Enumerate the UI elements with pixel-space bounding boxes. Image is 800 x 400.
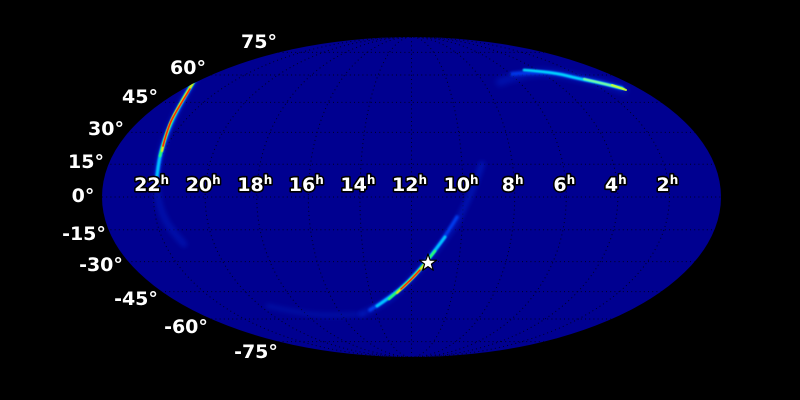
ra-tick-label: 20h — [186, 173, 221, 196]
ra-tick-label: 16h — [289, 173, 324, 196]
ra-tick-label: 8h — [502, 173, 524, 196]
ra-tick-label: 4h — [605, 173, 627, 196]
ra-tick-label: 14h — [340, 173, 375, 196]
dec-tick-label: 15° — [68, 151, 104, 173]
star-marker — [418, 253, 438, 271]
dec-tick-label: -75° — [234, 341, 278, 363]
meridian-line — [307, 37, 516, 357]
ra-tick-label: 12h — [392, 173, 427, 196]
dec-axis-labels: 75° 60° 45° 30° 15° 0° -15° -30° -45° -60° -75° — [60, 29, 279, 364]
ra-tick-label: 2h — [657, 173, 679, 196]
dec-tick-label: 45° — [122, 86, 158, 108]
probability-annulus — [153, 68, 628, 318]
meridian-line — [204, 37, 619, 357]
dec-tick-label: -15° — [62, 223, 106, 245]
annulus-segment-bottom — [400, 269, 421, 290]
ra-tick-label: 10h — [444, 173, 479, 196]
dec-tick-label: 0° — [72, 185, 95, 207]
meridian-line — [359, 37, 464, 357]
ra-tick-label: 6h — [553, 173, 575, 196]
annulus-segment-upper-left — [162, 88, 191, 147]
dec-tick-label: -60° — [164, 316, 208, 338]
meridian-line — [256, 37, 567, 357]
dec-tick-label: 60° — [170, 57, 206, 79]
dec-tick-label: 30° — [88, 118, 124, 140]
ra-tick-label: 18h — [237, 173, 272, 196]
dec-tick-label: -45° — [114, 288, 158, 310]
annulus-segment-bottom — [265, 303, 365, 318]
dec-tick-label: -30° — [79, 254, 123, 276]
annulus-segment-top-right — [611, 84, 627, 91]
graticule — [102, 37, 721, 357]
meridian-line — [153, 37, 670, 357]
ra-tick-label: 22h — [134, 173, 169, 196]
dec-tick-label: 75° — [241, 31, 277, 53]
ra-axis-labels: 22h 20h 18h 16h 14h 12h 10h 8h 6h 4h 2h — [133, 171, 680, 197]
